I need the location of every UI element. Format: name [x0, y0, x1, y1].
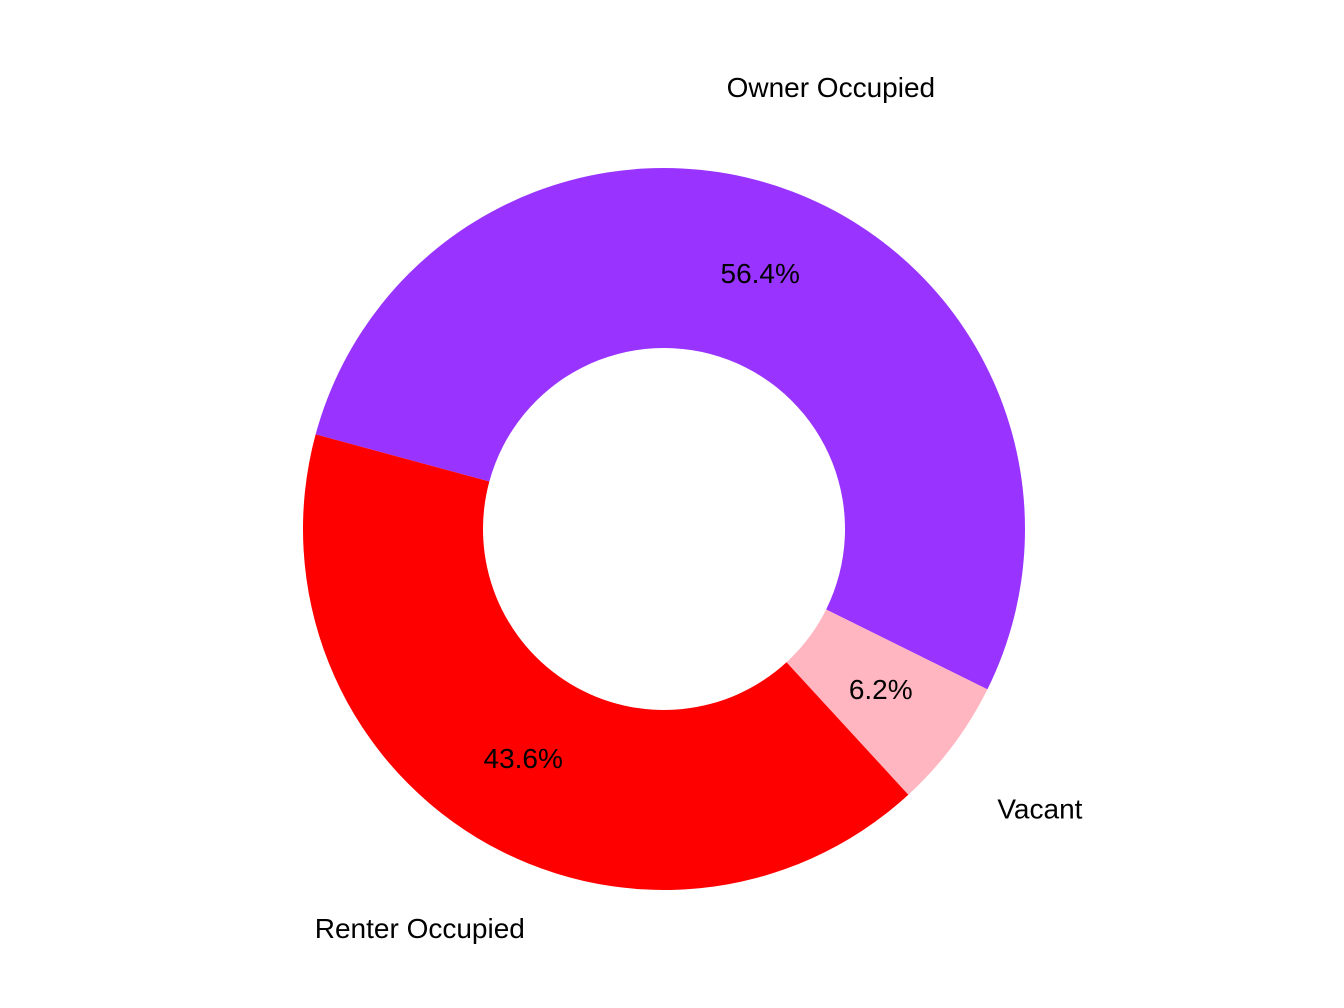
category-label: Vacant [997, 794, 1082, 825]
value-label: 43.6% [484, 743, 563, 774]
value-label: 56.4% [721, 258, 800, 289]
donut-slice [786, 609, 988, 795]
donut-slice [315, 167, 1026, 690]
value-label: 6.2% [849, 674, 913, 705]
category-label: Owner Occupied [727, 72, 936, 103]
donut-slice [303, 434, 909, 890]
category-label: Renter Occupied [315, 913, 525, 944]
